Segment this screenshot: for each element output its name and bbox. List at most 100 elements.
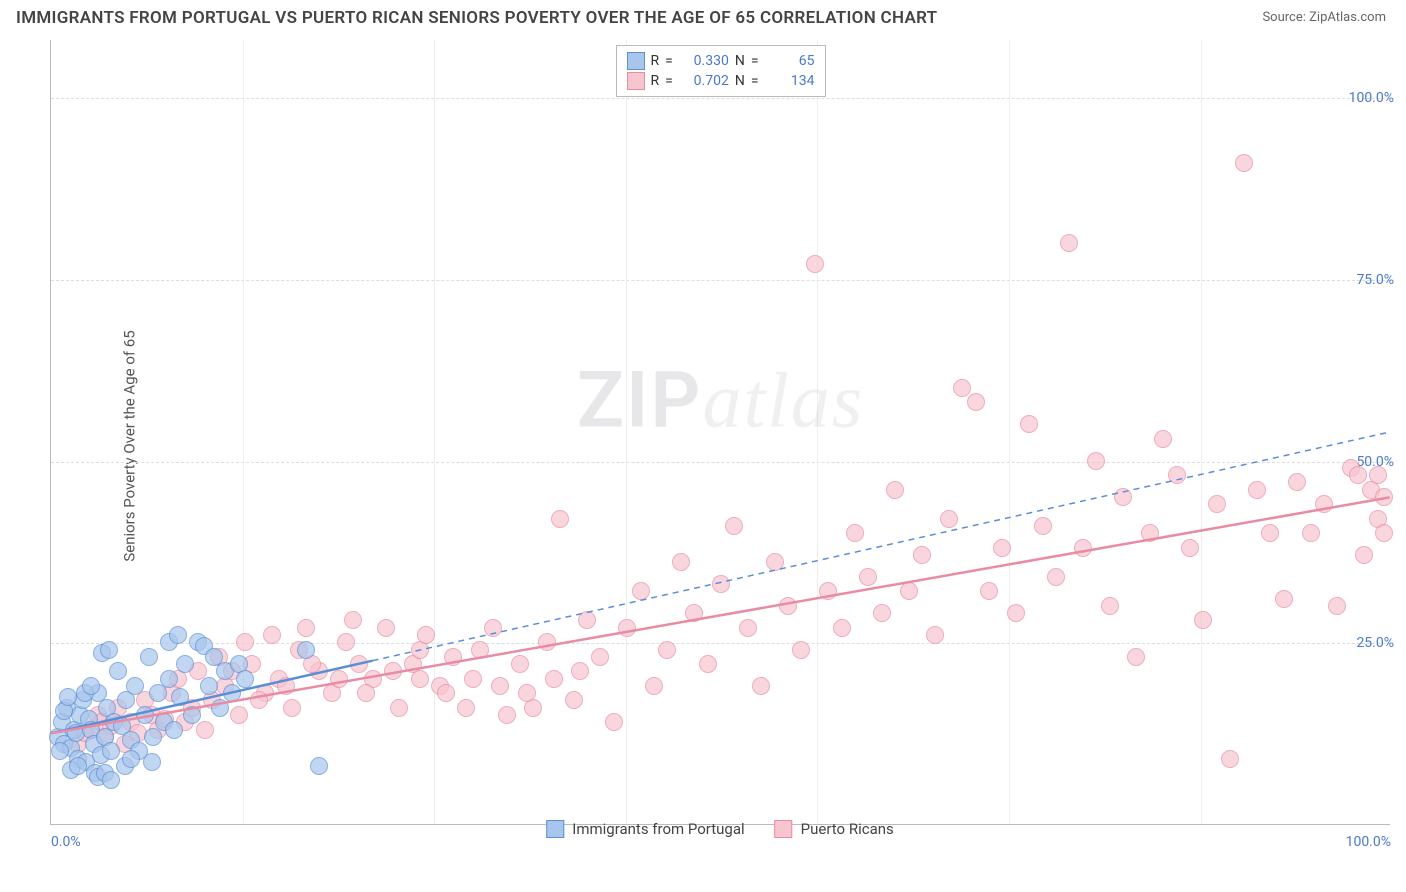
scatter-point [1275,590,1293,608]
scatter-point [1369,466,1387,484]
n-value-puertorican: 134 [765,73,815,89]
scatter-point [1302,524,1320,542]
scatter-point [1034,517,1052,535]
scatter-point [1101,597,1119,615]
scatter-point [618,619,636,637]
r-label: R [650,53,659,69]
scatter-point [1375,524,1393,542]
scatter-point [1315,495,1333,513]
scatter-point [102,771,120,789]
scatter-point [712,575,730,593]
legend-row-puertorican: R = 0.702 N = 134 [626,72,814,90]
scatter-point [1087,452,1105,470]
scatter-point [171,688,189,706]
y-tick-label: 25.0% [1356,635,1394,651]
scatter-point [1221,750,1239,768]
r-value-portugal: 0.330 [679,53,729,69]
scatter-point [940,510,958,528]
scatter-point [136,706,154,724]
scatter-point [277,677,295,695]
scatter-point [100,641,118,659]
gridline-v [626,40,627,824]
scatter-point [1060,234,1078,252]
y-tick-label: 75.0% [1356,272,1394,288]
scatter-point [1154,430,1172,448]
scatter-point [160,670,178,688]
x-tick-label: 100.0% [1346,834,1391,850]
swatch-puertorican-icon [775,820,793,838]
scatter-point [833,619,851,637]
scatter-point [471,641,489,659]
scatter-point [645,677,663,695]
swatch-portugal [626,52,644,70]
scatter-point [169,626,187,644]
scatter-point [464,670,482,688]
scatter-point [658,641,676,659]
gridline-h [51,98,1390,99]
scatter-point [886,481,904,499]
scatter-point [344,611,362,629]
scatter-point [538,633,556,651]
scatter-point [1235,154,1253,172]
scatter-point [1114,488,1132,506]
scatter-point [980,582,998,600]
scatter-point [176,655,194,673]
scatter-point [725,517,743,535]
n-label: N [735,73,745,89]
scatter-point [384,662,402,680]
gridline-v [817,40,818,824]
scatter-point [1261,524,1279,542]
equals: = [665,53,673,69]
scatter-point [1349,466,1367,484]
source-label: Source: [1262,10,1305,25]
watermark: ZIPatlas [577,355,864,446]
gridline-h [51,462,1390,463]
scatter-point [565,691,583,709]
scatter-point [900,582,918,600]
scatter-point [200,677,218,695]
scatter-point [699,655,717,673]
x-tick-label: 0.0% [51,834,81,850]
series-legend: Immigrants from Portugal Puerto Ricans [546,820,894,838]
scatter-point [873,604,891,622]
scatter-point [685,604,703,622]
gridline-v [1201,40,1202,824]
scatter-point [250,691,268,709]
scatter-point [263,626,281,644]
scatter-point [859,568,877,586]
scatter-point [297,619,315,637]
legend-item-portugal: Immigrants from Portugal [546,820,744,838]
scatter-point [819,582,837,600]
source-name: ZipAtlas.com [1309,10,1386,25]
scatter-point [779,597,797,615]
watermark-atlas: atlas [702,356,864,443]
scatter-point [444,648,462,666]
scatter-point [1168,466,1186,484]
scatter-point [672,553,690,571]
scatter-point [236,670,254,688]
scatter-point [283,699,301,717]
scatter-point [752,677,770,695]
legend-row-portugal: R = 0.330 N = 65 [626,52,814,70]
scatter-point [140,648,158,666]
scatter-point [126,677,144,695]
scatter-point [357,684,375,702]
watermark-zip: ZIP [577,355,703,446]
scatter-point [223,684,241,702]
scatter-point [377,619,395,637]
equals: = [751,73,759,89]
scatter-point [1141,524,1159,542]
n-value-portugal: 65 [765,53,815,69]
scatter-point [545,670,563,688]
y-tick-label: 100.0% [1349,90,1394,106]
scatter-point [605,713,623,731]
scatter-point [102,742,120,760]
chart-title: IMMIGRANTS FROM PORTUGAL VS PUERTO RICAN… [16,8,937,28]
scatter-point [69,757,87,775]
swatch-portugal-icon [546,820,564,838]
scatter-point [82,677,100,695]
gridline-v [1009,40,1010,824]
scatter-point [511,655,529,673]
scatter-point [122,750,140,768]
correlation-legend: R = 0.330 N = 65 R = 0.702 N = 134 [615,45,825,97]
